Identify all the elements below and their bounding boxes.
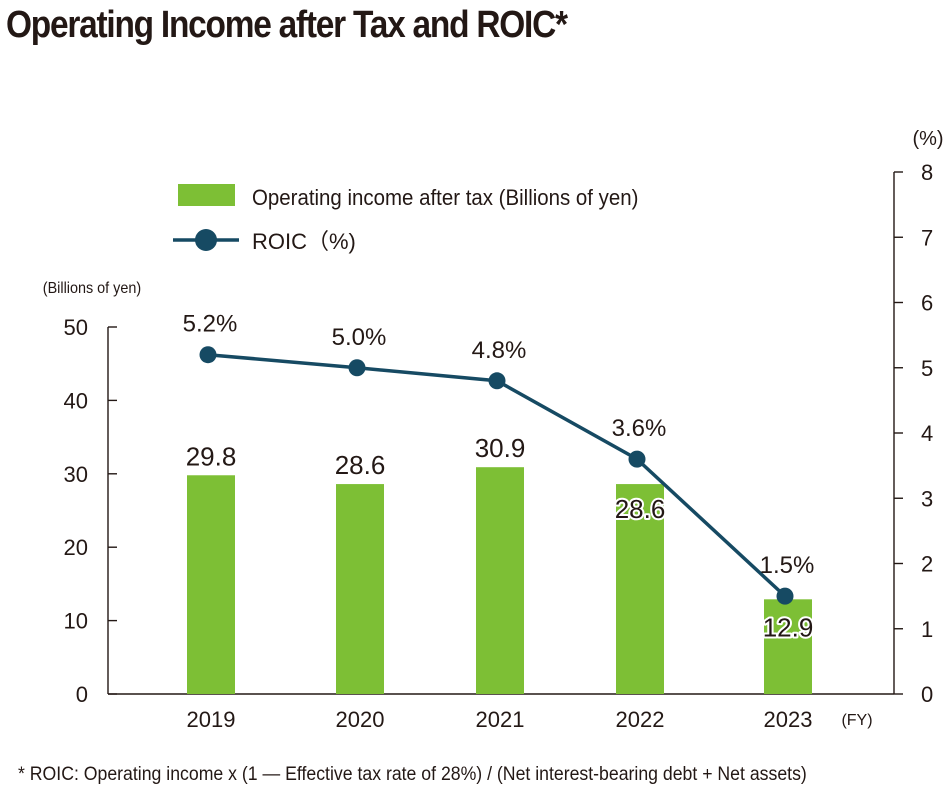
x-tick-label: 2021	[476, 707, 525, 732]
roic-value-label: 3.6%	[612, 415, 667, 442]
bar	[336, 484, 384, 694]
right-tick-label: 2	[921, 552, 933, 577]
x-tick-label: 2023	[764, 707, 813, 732]
x-tick-label: 2020	[336, 707, 385, 732]
legend-line-label: ROIC（%)	[252, 229, 356, 254]
roic-value-label: 5.0%	[332, 324, 387, 351]
right-tick-label: 0	[921, 682, 933, 707]
right-tick-label: 6	[921, 291, 933, 316]
roic-point	[199, 346, 217, 364]
right-tick-label: 8	[921, 160, 933, 185]
bar-value-label: 28.6	[615, 494, 666, 524]
right-tick-label: 7	[921, 225, 933, 250]
left-tick-label: 0	[76, 682, 88, 707]
x-axis-unit: (FY)	[841, 712, 872, 729]
chart-title: Operating Income after Tax and ROIC*	[6, 4, 568, 46]
roic-value-label: 5.2%	[183, 311, 238, 338]
x-tick-label: 2022	[616, 707, 665, 732]
bar	[476, 467, 524, 694]
bar-value-label: 30.9	[475, 433, 526, 463]
roic-point	[628, 450, 646, 468]
roic-point	[776, 587, 794, 605]
roic-value-label: 4.8%	[472, 337, 527, 364]
roic-value-label: 1.5%	[760, 552, 815, 579]
legend-bar-swatch	[178, 184, 235, 206]
right-tick-label: 5	[921, 356, 933, 381]
legend-line-marker	[195, 229, 217, 251]
x-tick-label: 2019	[187, 707, 236, 732]
bar	[187, 475, 235, 694]
left-tick-label: 20	[64, 535, 88, 560]
left-tick-label: 50	[64, 315, 88, 340]
bar	[764, 599, 812, 694]
legend-bar-label: Operating income after tax (Billions of …	[252, 185, 638, 210]
right-axis-unit: (%)	[912, 128, 943, 150]
footnote: * ROIC: Operating income x (1 — Effectiv…	[18, 764, 807, 785]
bar-value-label: 29.8	[186, 441, 237, 471]
right-tick-label: 4	[921, 421, 933, 446]
left-axis-unit: (Billions of yen)	[43, 279, 141, 297]
roic-point	[348, 359, 366, 377]
roic-point	[488, 372, 506, 390]
bar-value-label: 12.9	[763, 612, 814, 642]
bar-value-label: 28.6	[335, 450, 386, 480]
left-tick-label: 40	[64, 388, 88, 413]
right-tick-label: 3	[921, 486, 933, 511]
bar	[616, 484, 664, 694]
right-tick-label: 1	[921, 617, 933, 642]
left-tick-label: 10	[64, 609, 88, 634]
left-tick-label: 30	[64, 462, 88, 487]
